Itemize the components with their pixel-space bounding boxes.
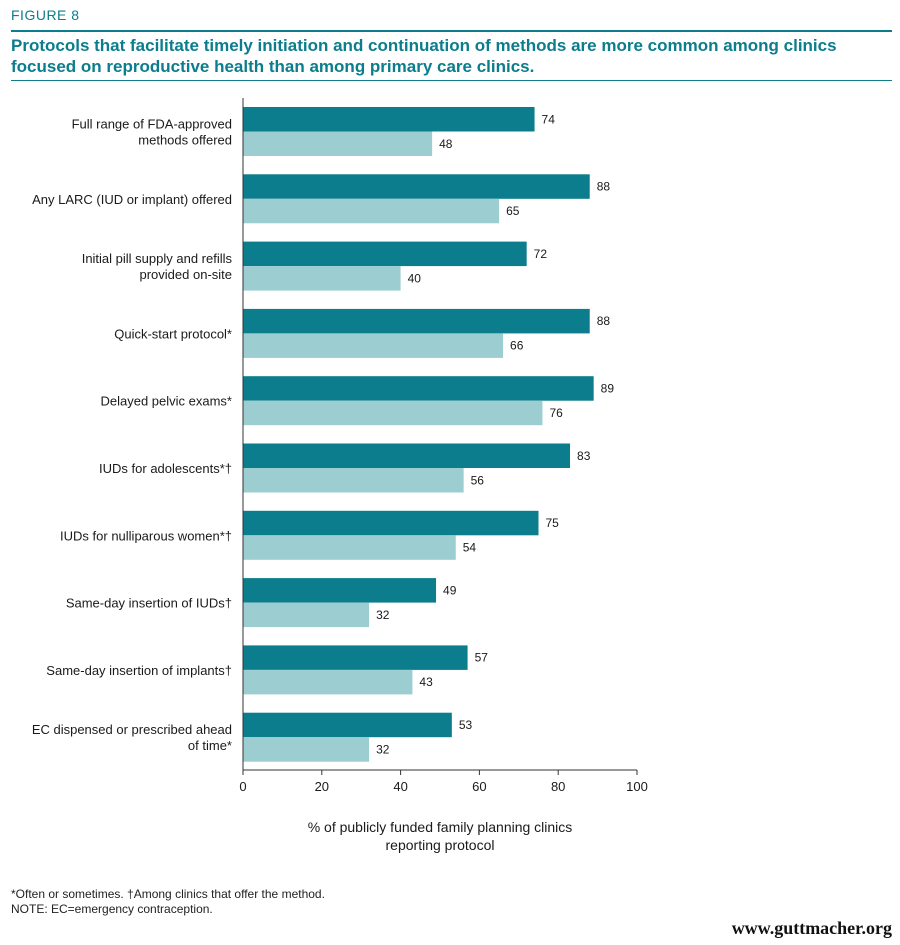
data-label-series-1-1: 74 bbox=[542, 112, 556, 126]
bar-series-1-4 bbox=[243, 308, 590, 334]
bar-series-1-6 bbox=[243, 443, 571, 468]
data-label-series-2-6: 56 bbox=[471, 473, 485, 487]
x-tick-label-60: 60 bbox=[472, 779, 486, 794]
data-label-series-1-8: 49 bbox=[443, 583, 457, 597]
bar-series-1-7 bbox=[243, 510, 539, 536]
footnote-line-2: NOTE: EC=emergency contraception. bbox=[11, 902, 213, 916]
data-label-series-2-9: 43 bbox=[419, 675, 433, 689]
bar-series-1-2 bbox=[243, 174, 590, 199]
bar-series-2-6 bbox=[243, 468, 464, 493]
bar-series-1-5 bbox=[243, 376, 594, 401]
title-rule-top bbox=[11, 30, 892, 32]
data-label-series-1-6: 83 bbox=[577, 449, 591, 463]
data-label-series-1-7: 75 bbox=[546, 516, 560, 530]
bar-series-2-5 bbox=[243, 400, 543, 426]
data-label-series-2-2: 65 bbox=[506, 204, 520, 218]
category-label-8: Same-day insertion of IUDs† bbox=[66, 596, 232, 611]
footnote: *Often or sometimes. †Among clinics that… bbox=[11, 887, 325, 917]
bar-series-1-9 bbox=[243, 645, 468, 670]
x-tick-label-0: 0 bbox=[239, 779, 246, 794]
figure-label: FIGURE 8 bbox=[11, 7, 80, 23]
data-label-series-2-10: 32 bbox=[376, 742, 390, 756]
category-label-5: Delayed pelvic exams* bbox=[100, 394, 232, 409]
x-axis-label: % of publicly funded family planning cli… bbox=[270, 818, 610, 854]
chart-title: Protocols that facilitate timely initiat… bbox=[11, 36, 837, 76]
data-label-series-2-1: 48 bbox=[439, 137, 453, 151]
bar-series-2-7 bbox=[243, 535, 456, 560]
title-rule-bottom bbox=[11, 80, 892, 81]
x-axis-label-line-1: % of publicly funded family planning cli… bbox=[307, 819, 573, 835]
category-label-7: IUDs for nulliparous women*† bbox=[60, 528, 232, 543]
x-tick-label-80: 80 bbox=[551, 779, 565, 794]
data-label-series-2-8: 32 bbox=[376, 608, 390, 622]
category-label-3-line-2: provided on-site bbox=[140, 267, 233, 282]
bar-series-2-1 bbox=[243, 131, 433, 156]
data-label-series-2-5: 76 bbox=[549, 406, 563, 420]
bar-series-1-8 bbox=[243, 578, 437, 603]
data-label-series-1-3: 72 bbox=[534, 247, 548, 261]
footnote-line-1: *Often or sometimes. †Among clinics that… bbox=[11, 887, 325, 901]
category-label-6: IUDs for adolescents*† bbox=[99, 461, 232, 476]
data-label-series-1-5: 89 bbox=[601, 381, 615, 395]
x-tick-label-100: 100 bbox=[626, 779, 648, 794]
bar-series-2-2 bbox=[243, 198, 500, 224]
bar-series-2-4 bbox=[243, 333, 504, 358]
bar-series-1-3 bbox=[243, 241, 527, 267]
data-label-series-1-9: 57 bbox=[475, 651, 489, 665]
x-axis-label-line-2: reporting protocol bbox=[385, 837, 495, 853]
data-label-series-2-3: 40 bbox=[408, 271, 422, 285]
category-label-9: Same-day insertion of implants† bbox=[46, 663, 232, 678]
category-label-2: Any LARC (IUD or implant) offered bbox=[32, 192, 232, 207]
data-label-series-1-10: 53 bbox=[459, 718, 473, 732]
data-label-series-2-4: 66 bbox=[510, 339, 524, 353]
bar-series-2-8 bbox=[243, 602, 370, 628]
bar-series-2-10 bbox=[243, 737, 370, 762]
category-label-4: Quick-start protocol* bbox=[114, 326, 232, 341]
category-label-10-line-1: EC dispensed or prescribed ahead bbox=[32, 722, 232, 737]
category-label-1-line-2: methods offered bbox=[138, 133, 232, 148]
data-label-series-1-4: 88 bbox=[597, 314, 611, 328]
x-tick-label-40: 40 bbox=[393, 779, 407, 794]
x-tick-label-20: 20 bbox=[315, 779, 329, 794]
data-label-series-2-7: 54 bbox=[463, 541, 477, 555]
bar-series-1-10 bbox=[243, 712, 452, 738]
website-credit: www.guttmacher.org bbox=[731, 918, 892, 938]
bar-series-2-3 bbox=[243, 266, 401, 291]
category-label-3-line-1: Initial pill supply and refills bbox=[82, 251, 233, 266]
category-label-1-line-1: Full range of FDA-approved bbox=[72, 117, 232, 132]
category-label-10-line-2: of time* bbox=[188, 738, 232, 753]
bar-series-1-1 bbox=[243, 107, 535, 132]
bar-series-2-9 bbox=[243, 669, 413, 695]
data-label-series-1-2: 88 bbox=[597, 180, 611, 194]
